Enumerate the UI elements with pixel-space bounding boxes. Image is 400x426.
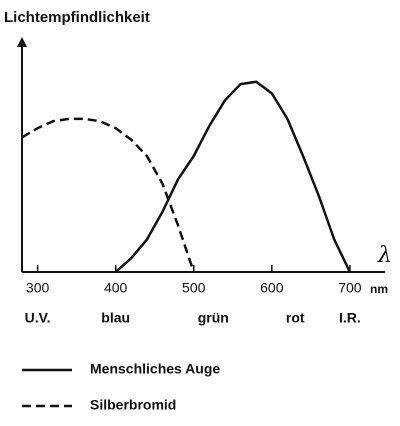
x-tick-label: 300 [26, 280, 50, 296]
legend-label: Menschliches Auge [90, 361, 220, 377]
x-tick-label: 500 [182, 280, 206, 296]
band-label: U.V. [25, 310, 51, 326]
series-line [21, 117, 195, 273]
band-label: blau [101, 310, 130, 326]
series-line [114, 80, 351, 273]
band-label: rot [286, 310, 305, 326]
x-tick-label: 700 [338, 280, 362, 296]
x-axis-label: λ [377, 243, 392, 268]
x-unit: nm [370, 282, 388, 296]
x-tick-label: 400 [104, 280, 128, 296]
band-label: I.R. [339, 310, 361, 326]
x-tick-label: 600 [260, 280, 284, 296]
band-label: grün [198, 310, 229, 326]
y-axis-label: Lichtempfindlichkeit [4, 9, 150, 26]
legend-label: Silberbromid [90, 397, 176, 413]
